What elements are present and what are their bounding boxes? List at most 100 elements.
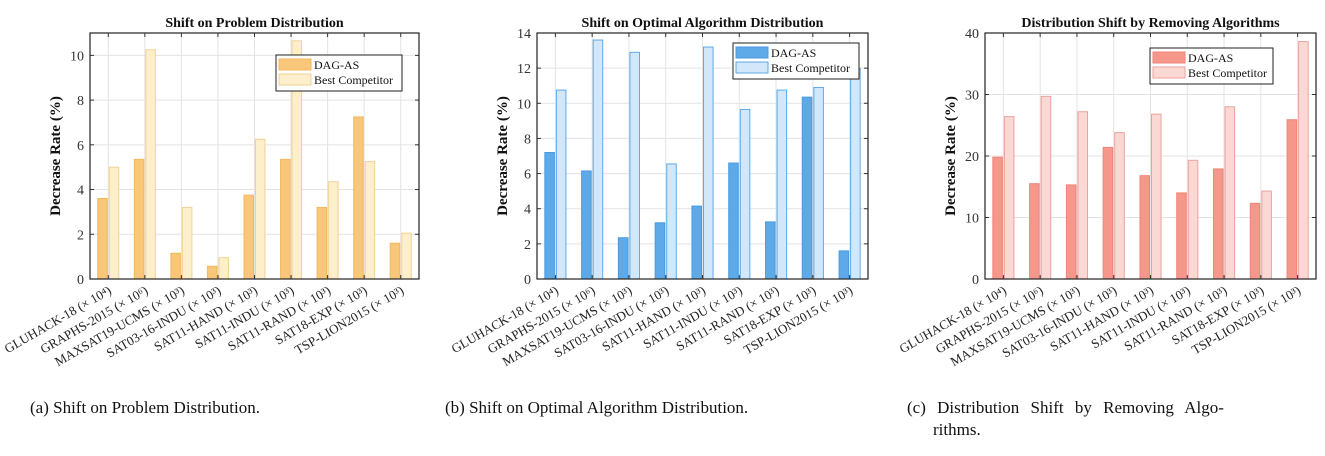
bar-best-competitor <box>776 89 788 280</box>
bar-dag-as <box>654 222 666 280</box>
caption-a: (a) Shift on Problem Distribution. <box>30 398 260 417</box>
bar-dag-as <box>133 158 145 280</box>
y-tick-label: 4 <box>77 184 84 199</box>
bar-dag-as <box>691 205 703 280</box>
y-tick-label: 10 <box>965 212 979 227</box>
bar-best-competitor <box>328 181 339 280</box>
bar-best-competitor <box>1003 116 1015 280</box>
bar-best-competitor <box>739 108 751 280</box>
legend-swatch <box>735 61 769 74</box>
bar-best-competitor <box>555 89 567 280</box>
bar-best-competitor <box>629 51 641 280</box>
legend-swatch <box>1152 66 1186 79</box>
chart-title: Distribution Shift by Removing Algorithm… <box>1021 16 1280 31</box>
bar-dag-as <box>801 96 813 280</box>
bar-dag-as <box>280 158 291 280</box>
bar-best-competitor <box>181 206 193 280</box>
bar-best-competitor <box>255 138 266 280</box>
bar-dag-as <box>170 252 181 280</box>
bar-best-competitor <box>1114 132 1125 280</box>
y-tick-label: 2 <box>77 228 84 243</box>
bar-best-competitor <box>401 232 412 280</box>
bar-best-competitor <box>1224 106 1236 280</box>
y-tick-label: 0 <box>524 273 531 288</box>
legend-swatch <box>1152 51 1186 64</box>
y-tick-label: 30 <box>965 89 979 104</box>
bar-dag-as <box>728 162 739 280</box>
y-tick-label: 4 <box>524 203 531 218</box>
legend-label: DAG-AS <box>771 46 816 60</box>
y-tick-label: 6 <box>524 168 531 183</box>
y-tick-label: 0 <box>972 273 979 288</box>
bar-dag-as <box>243 194 255 280</box>
caption-c-line2: rithms. <box>933 420 981 439</box>
legend-label: Best Competitor <box>1188 66 1267 80</box>
legend-swatch <box>735 46 769 59</box>
bar-dag-as <box>1249 202 1261 280</box>
bar-best-competitor <box>1040 95 1052 280</box>
legend-label: Best Competitor <box>771 61 850 75</box>
bar-dag-as <box>617 237 629 280</box>
bar-dag-as <box>97 197 108 280</box>
bar-best-competitor <box>592 39 604 280</box>
legend-swatch <box>278 73 312 86</box>
y-tick-label: 8 <box>524 132 531 147</box>
bar-dag-as <box>764 221 776 280</box>
bar-best-competitor <box>850 67 861 280</box>
caption-b: (b) Shift on Optimal Algorithm Distribut… <box>445 398 749 417</box>
bar-best-competitor <box>1151 113 1162 280</box>
bar-dag-as <box>838 250 850 280</box>
y-axis-label: Decrease Rate (%) <box>495 96 511 216</box>
bar-dag-as <box>316 206 328 280</box>
chart-title: Shift on Problem Distribution <box>165 16 343 31</box>
y-tick-label: 20 <box>965 150 979 165</box>
bar-best-competitor <box>1077 111 1089 280</box>
legend-label: DAG-AS <box>1188 51 1233 65</box>
y-tick-label: 12 <box>517 62 531 77</box>
y-tick-label: 10 <box>70 49 84 64</box>
bar-dag-as <box>1029 183 1040 280</box>
bar-dag-as <box>389 242 401 280</box>
y-tick-label: 8 <box>77 94 84 109</box>
y-tick-label: 2 <box>524 238 531 253</box>
bar-best-competitor <box>666 163 677 280</box>
bar-dag-as <box>544 151 555 280</box>
y-axis-label: Decrease Rate (%) <box>48 96 64 216</box>
bar-dag-as <box>1212 168 1224 280</box>
y-tick-label: 6 <box>77 139 84 154</box>
chart-title: Shift on Optimal Algorithm Distribution <box>582 16 824 31</box>
y-tick-label: 14 <box>517 27 531 42</box>
bar-best-competitor <box>108 166 120 280</box>
bar-best-competitor <box>813 86 824 280</box>
bar-dag-as <box>353 116 364 280</box>
bar-dag-as <box>1139 175 1150 280</box>
bar-dag-as <box>1286 119 1298 280</box>
bar-best-competitor <box>1298 41 1309 280</box>
legend-label: DAG-AS <box>314 58 359 72</box>
bar-dag-as <box>206 265 218 280</box>
bar-best-competitor <box>1187 159 1199 280</box>
bar-dag-as <box>1176 192 1187 280</box>
caption-c: (c) Distribution Shift by Removing Algo- <box>907 398 1224 417</box>
bar-best-competitor <box>145 49 156 280</box>
bar-best-competitor <box>1261 190 1272 280</box>
bar-dag-as <box>992 156 1003 280</box>
legend-label: Best Competitor <box>314 73 393 87</box>
legend-swatch <box>278 58 312 71</box>
bar-dag-as <box>1065 184 1077 280</box>
y-tick-label: 0 <box>77 273 84 288</box>
y-axis-label: Decrease Rate (%) <box>943 96 959 216</box>
bar-dag-as <box>581 170 592 280</box>
bar-best-competitor <box>364 161 376 280</box>
bar-dag-as <box>1102 146 1114 280</box>
bar-best-competitor <box>703 46 714 280</box>
y-tick-label: 10 <box>517 97 531 112</box>
bar-best-competitor <box>218 257 229 280</box>
